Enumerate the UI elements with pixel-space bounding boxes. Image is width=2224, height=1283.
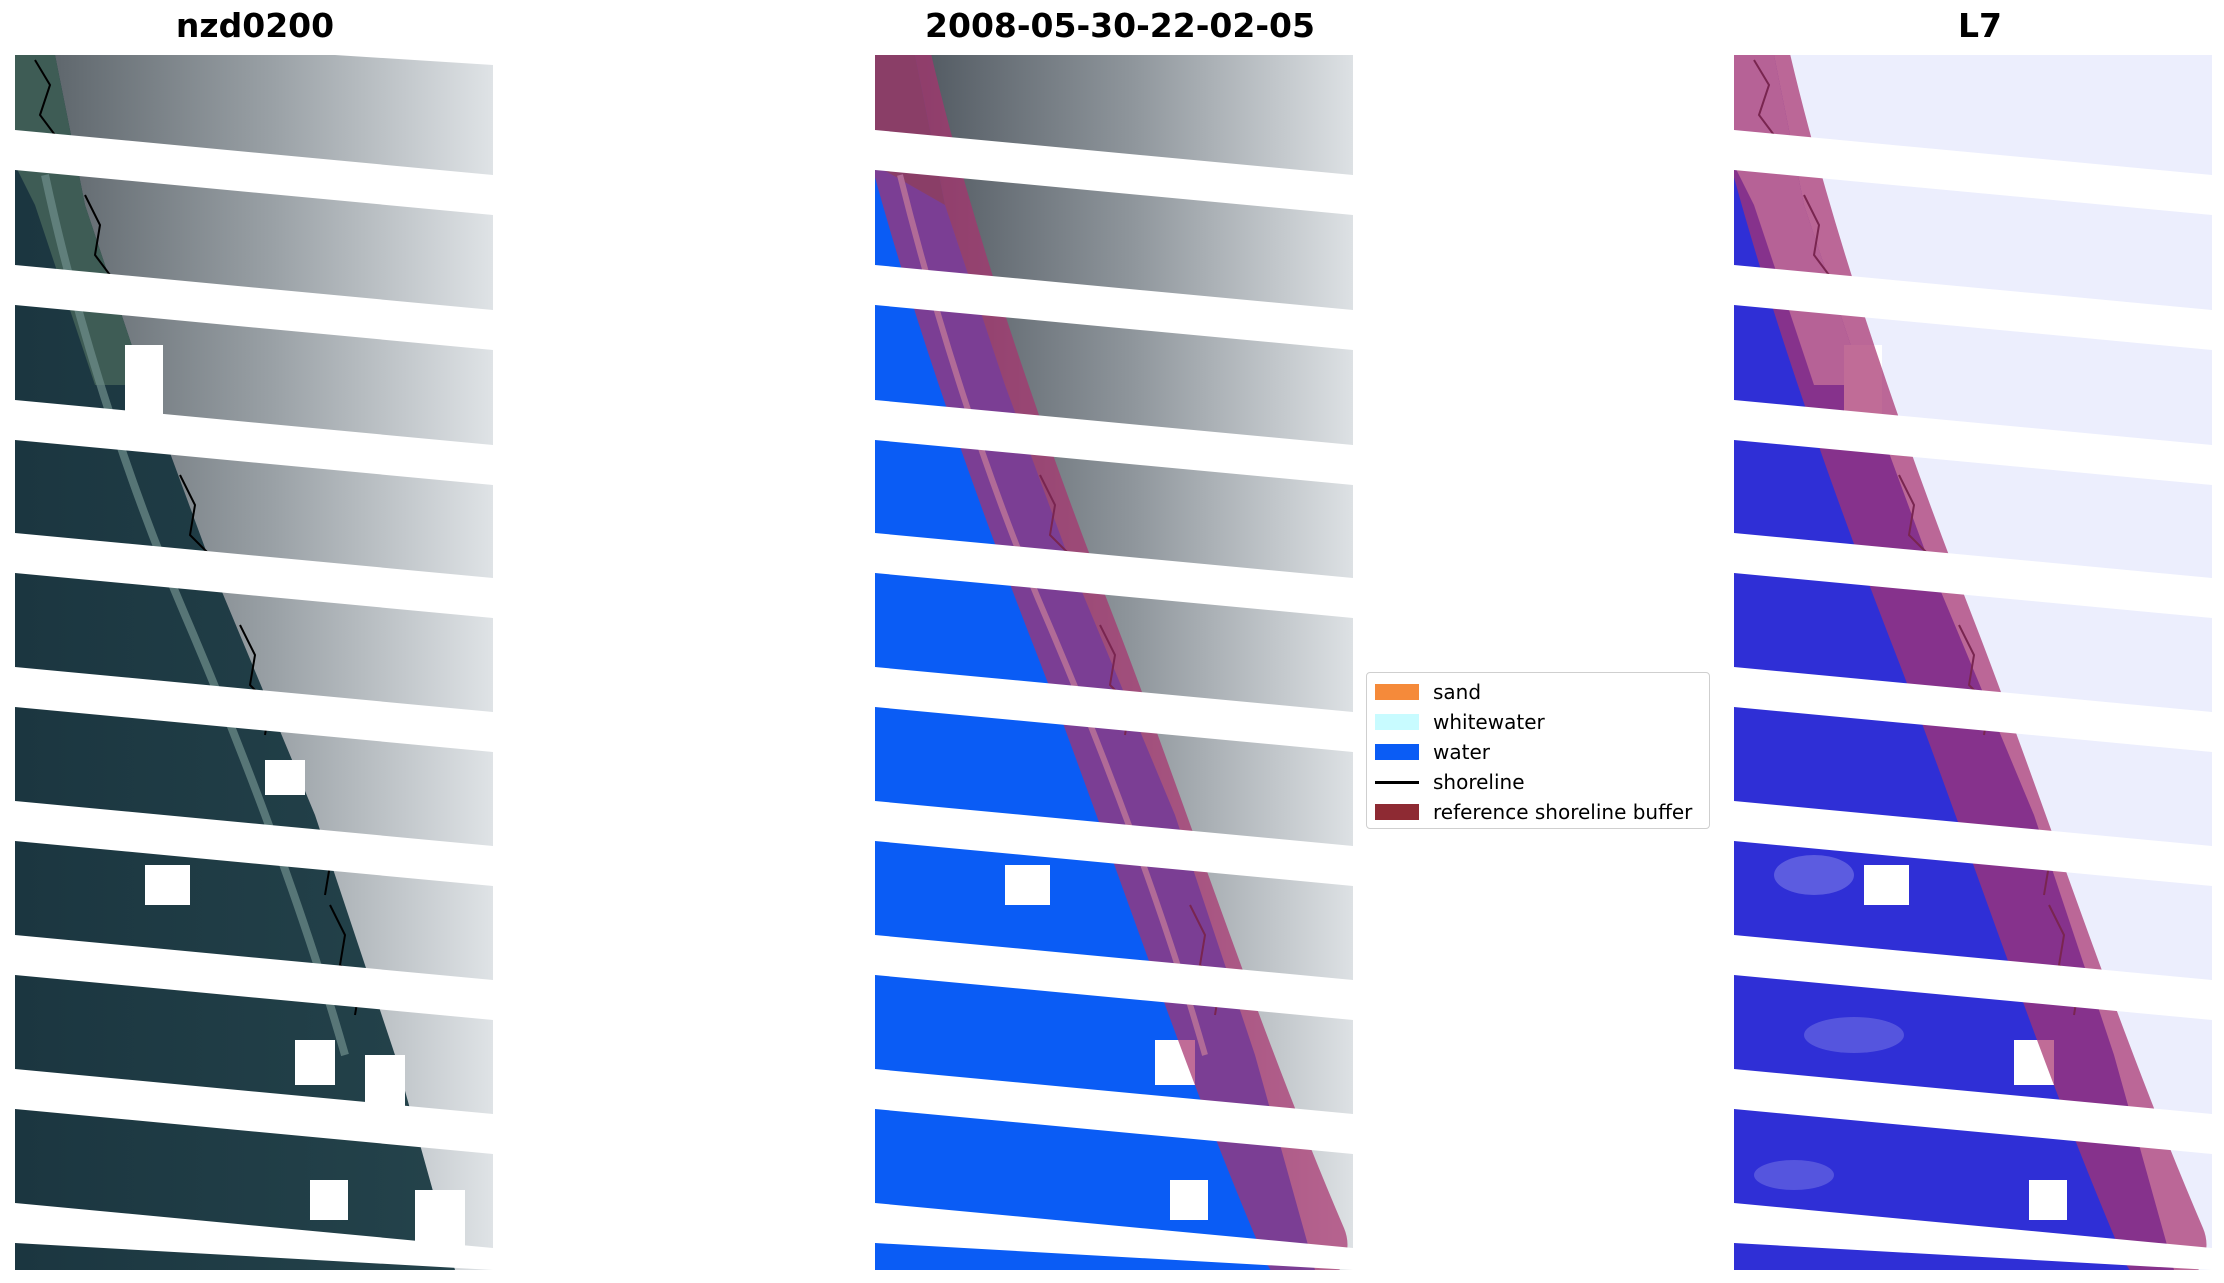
legend-label: shoreline <box>1433 770 1525 794</box>
panel-title-rgb: nzd0200 <box>175 6 335 45</box>
legend-label: sand <box>1433 680 1482 704</box>
legend-label: water <box>1433 740 1490 764</box>
legend-swatch-whitewater <box>1375 714 1419 730</box>
classified-image <box>875 55 1353 1270</box>
index-image-panel <box>1734 55 2212 1270</box>
legend: sand whitewater water shoreline referenc… <box>1366 672 1710 829</box>
index-image <box>1734 55 2212 1270</box>
legend-item-shoreline: shoreline <box>1375 767 1701 797</box>
legend-item-sand: sand <box>1375 677 1701 707</box>
rgb-image <box>15 55 493 1270</box>
legend-swatch-buffer <box>1375 804 1419 820</box>
legend-label: reference shoreline buffer <box>1433 800 1693 824</box>
scanline-gaps <box>15 55 493 1270</box>
legend-item-whitewater: whitewater <box>1375 707 1701 737</box>
rgb-image-panel <box>15 55 493 1270</box>
legend-swatch-sand <box>1375 684 1419 700</box>
legend-label: whitewater <box>1433 710 1545 734</box>
legend-item-buffer: reference shoreline buffer <box>1375 797 1701 827</box>
panel-title-classified: 2008-05-30-22-02-05 <box>925 6 1315 45</box>
legend-item-water: water <box>1375 737 1701 767</box>
reference-shoreline-buffer <box>875 55 1348 1270</box>
legend-line-shoreline <box>1375 780 1419 784</box>
legend-swatch-water <box>1375 744 1419 760</box>
panel-title-index: L7 <box>1958 6 2002 45</box>
classified-image-panel <box>875 55 1353 1270</box>
